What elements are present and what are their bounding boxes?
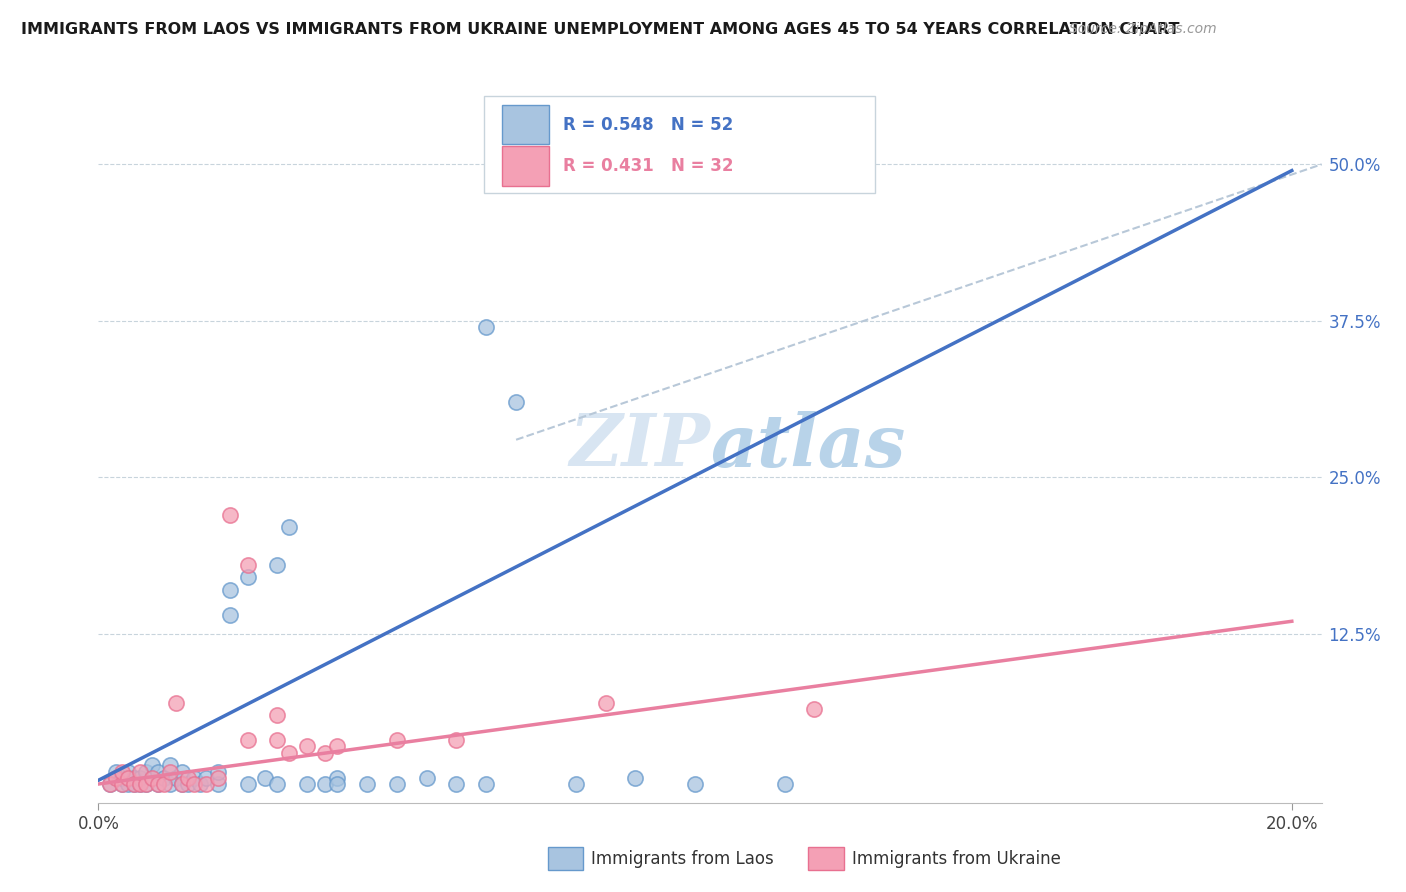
Point: [773, 777, 796, 791]
Point: [194, 777, 217, 791]
Point: [194, 771, 217, 785]
Point: [254, 771, 277, 785]
Point: [236, 733, 259, 747]
Point: [111, 764, 134, 779]
Point: [129, 777, 152, 791]
Point: [505, 395, 527, 409]
Point: [153, 771, 176, 785]
Point: [111, 777, 134, 791]
Point: [297, 777, 319, 791]
Point: [314, 746, 336, 760]
Point: [105, 771, 128, 785]
Point: [624, 771, 647, 785]
Point: [98, 777, 121, 791]
Point: [159, 777, 181, 791]
Point: [236, 777, 259, 791]
Point: [218, 508, 240, 522]
Point: [236, 570, 259, 584]
FancyBboxPatch shape: [484, 96, 875, 193]
Point: [170, 777, 193, 791]
Point: [159, 764, 181, 779]
Point: [117, 771, 139, 785]
Point: [170, 777, 193, 791]
Point: [266, 777, 288, 791]
Point: [159, 758, 181, 772]
Point: [565, 777, 588, 791]
Point: [122, 771, 145, 785]
Text: Immigrants from Ukraine: Immigrants from Ukraine: [852, 850, 1062, 868]
Point: [218, 607, 240, 622]
Text: R = 0.431   N = 32: R = 0.431 N = 32: [564, 157, 734, 175]
Point: [266, 558, 288, 572]
Point: [278, 520, 301, 534]
Point: [135, 777, 157, 791]
Point: [98, 777, 121, 791]
Point: [146, 764, 169, 779]
Point: [183, 777, 205, 791]
Point: [236, 558, 259, 572]
Text: atlas: atlas: [710, 410, 905, 482]
FancyBboxPatch shape: [502, 105, 548, 145]
Point: [266, 733, 288, 747]
FancyBboxPatch shape: [502, 146, 548, 186]
Text: Immigrants from Laos: Immigrants from Laos: [591, 850, 773, 868]
Point: [446, 733, 468, 747]
Point: [153, 777, 176, 791]
Point: [135, 777, 157, 791]
Point: [278, 746, 301, 760]
Point: [188, 777, 211, 791]
Point: [385, 777, 408, 791]
Point: [141, 771, 163, 785]
Point: [146, 777, 169, 791]
Point: [475, 777, 498, 791]
Point: [165, 771, 187, 785]
Point: [111, 777, 134, 791]
Point: [314, 777, 336, 791]
Point: [105, 764, 128, 779]
Point: [475, 320, 498, 334]
Point: [326, 739, 349, 754]
Point: [207, 777, 229, 791]
Point: [595, 696, 617, 710]
Point: [326, 777, 349, 791]
Point: [170, 764, 193, 779]
Point: [207, 771, 229, 785]
Point: [117, 764, 139, 779]
Point: [415, 771, 437, 785]
Text: Source: ZipAtlas.com: Source: ZipAtlas.com: [1069, 22, 1216, 37]
Point: [177, 771, 200, 785]
Point: [141, 758, 163, 772]
Point: [141, 771, 163, 785]
Point: [183, 771, 205, 785]
Point: [105, 771, 128, 785]
Point: [683, 777, 706, 791]
Point: [129, 771, 152, 785]
Point: [297, 739, 319, 754]
Point: [207, 764, 229, 779]
Text: ZIP: ZIP: [569, 410, 710, 482]
Point: [326, 771, 349, 785]
Point: [803, 702, 825, 716]
Point: [111, 771, 134, 785]
Point: [129, 777, 152, 791]
Point: [146, 777, 169, 791]
Point: [446, 777, 468, 791]
Point: [356, 777, 378, 791]
Text: IMMIGRANTS FROM LAOS VS IMMIGRANTS FROM UKRAINE UNEMPLOYMENT AMONG AGES 45 TO 54: IMMIGRANTS FROM LAOS VS IMMIGRANTS FROM …: [21, 22, 1180, 37]
Point: [177, 777, 200, 791]
Point: [165, 696, 187, 710]
Point: [117, 777, 139, 791]
Point: [266, 708, 288, 723]
Point: [218, 582, 240, 597]
Point: [135, 764, 157, 779]
Y-axis label: Unemployment Among Ages 45 to 54 years: Unemployment Among Ages 45 to 54 years: [0, 264, 8, 628]
Point: [122, 777, 145, 791]
Point: [129, 764, 152, 779]
Text: R = 0.548   N = 52: R = 0.548 N = 52: [564, 116, 734, 134]
Point: [385, 733, 408, 747]
Point: [122, 777, 145, 791]
